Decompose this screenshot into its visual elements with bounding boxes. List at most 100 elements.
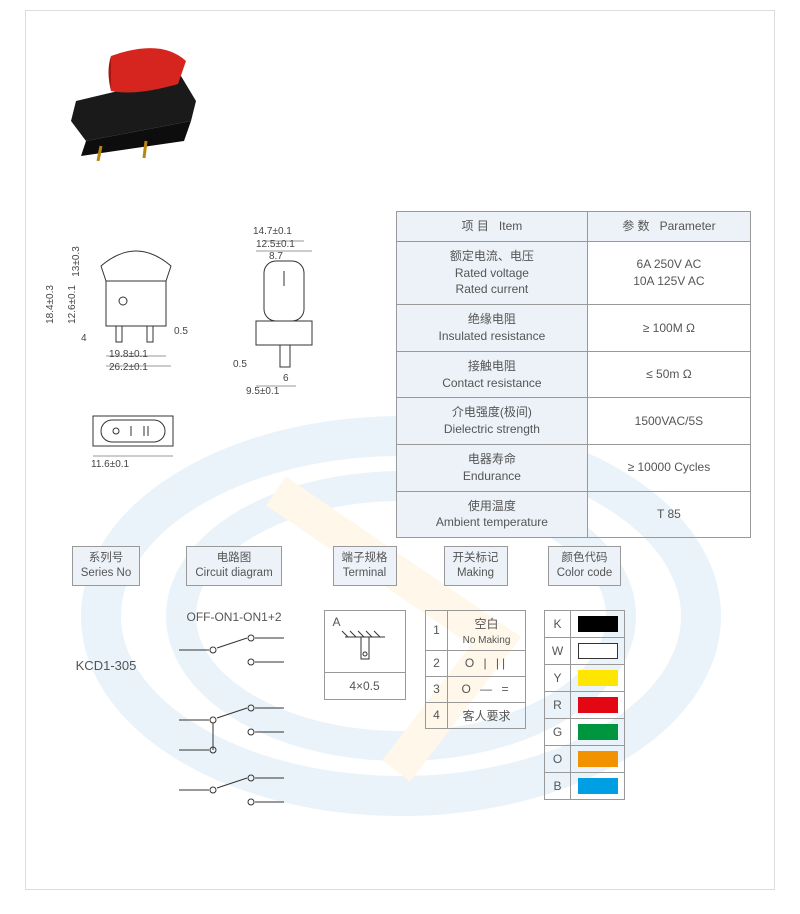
terminal-column: 端子规格 Terminal A 4×0.5 [322,546,407,700]
text: Item [499,219,522,233]
circuit-label: OFF-ON1-ON1+2 [186,610,281,624]
circuit-header: 电路图 Circuit diagram [186,546,281,586]
text: 开关标记 [453,552,499,564]
color-code-cell: R [545,691,571,718]
text: 系列号 [89,552,124,564]
color-code-cell: Y [545,664,571,691]
text: Insulated resistance [439,329,546,343]
text: Dielectric strength [444,422,540,436]
dim-label: 19.8±0.1 [109,349,148,360]
text: 项 目 [462,219,489,233]
spec-table: 项 目 Item 参 数 Parameter 额定电流、电压 Rated vol… [396,211,751,538]
series-value: KCD1-305 [76,658,137,673]
spec-row-value: ≥ 10000 Cycles [587,444,750,491]
cell: 空白 No Making [448,610,526,650]
text: 参 数 [622,219,649,233]
text: 电器寿命 [468,452,516,466]
spec-row-label: 额定电流、电压 Rated voltage Rated current [397,241,588,304]
text: 介电强度(极间) [452,405,532,419]
dim-label: 0.5 [233,359,247,370]
text: 端子规格 [342,552,388,564]
spec-row-label: 使用温度 Ambient temperature [397,491,588,538]
dim-label: 12.6±0.1 [67,285,78,324]
product-image [56,31,216,161]
color-swatch [578,751,618,767]
text: Endurance [463,469,521,483]
terminal-icon [330,629,400,667]
making-table: 1 空白No Making 2 O | || 3 O — = 4 客人要求 [425,610,526,729]
color-code-cell: O [545,745,571,772]
dim-label: 11.6±0.1 [91,459,129,470]
color-table: KWYRGOB [544,610,625,800]
text: No Making [463,635,511,646]
terminal-header: 端子规格 Terminal [333,546,397,586]
text: 6A 250V AC [637,257,702,271]
making-column: 开关标记 Making 1 空白No Making 2 O | || 3 O —… [425,546,526,729]
datasheet-sheet: 13±0.3 12.6±0.1 18.4±0.3 4 0.5 19.8±0.1 … [25,10,775,890]
text: Color code [557,567,613,579]
spec-row-label: 绝缘电阻 Insulated resistance [397,305,588,352]
dim-label: 13±0.3 [71,246,82,277]
dim-label: 9.5±0.1 [246,386,279,397]
dim-label: 4 [81,333,87,344]
text: 颜色代码 [562,552,608,564]
dimension-drawings: 13±0.3 12.6±0.1 18.4±0.3 4 0.5 19.8±0.1 … [71,231,351,501]
color-header: 颜色代码 Color code [548,546,622,586]
cell: 1 [426,610,448,650]
spec-header-item: 项 目 Item [397,212,588,242]
circuit-diagram [169,630,299,820]
text: 额定电流、电压 [450,249,534,263]
text: Rated current [456,282,529,296]
color-swatch [578,724,618,740]
terminal-box: A 4×0.5 [324,610,406,700]
bottom-columns: 系列号 Series No KCD1-305 电路图 Circuit diagr… [66,546,754,820]
text: Series No [81,567,132,579]
cell: 2 [426,650,448,676]
color-swatch-cell [571,637,625,664]
spec-row-value: 6A 250V AC 10A 125V AC [587,241,750,304]
color-code-cell: W [545,637,571,664]
series-header: 系列号 Series No [72,546,141,586]
spec-row-value: 1500VAC/5S [587,398,750,445]
cell: 客人要求 [448,702,526,728]
text: 空白 [474,617,498,631]
cell: 4 [426,702,448,728]
spec-row-label: 接触电阻 Contact resistance [397,351,588,398]
text: Parameter [660,219,716,233]
text: 接触电阻 [468,359,516,373]
color-swatch-cell [571,772,625,799]
terminal-size: 4×0.5 [325,673,405,699]
text: 电路图 [217,552,252,564]
spec-row-value: T 85 [587,491,750,538]
text: Ambient temperature [436,515,548,529]
spec-row-label: 电器寿命 Endurance [397,444,588,491]
color-code-cell: B [545,772,571,799]
cell: O | || [448,650,526,676]
dim-label: 6 [283,373,289,384]
text: Contact resistance [442,376,541,390]
cell: 3 [426,676,448,702]
dim-label: 14.7±0.1 [253,226,292,237]
text: Rated voltage [455,266,529,280]
color-swatch-cell [571,610,625,637]
dim-label: 8.7 [269,251,283,262]
making-header: 开关标记 Making [444,546,508,586]
spec-row-label: 介电强度(极间) Dielectric strength [397,398,588,445]
circuit-column: 电路图 Circuit diagram OFF-ON1-ON1+2 [164,546,304,820]
text: 10A 125V AC [633,274,704,288]
color-swatch-cell [571,745,625,772]
color-swatch-cell [571,664,625,691]
text: Making [457,567,494,579]
spec-header-param: 参 数 Parameter [587,212,750,242]
color-swatch-cell [571,691,625,718]
color-code-cell: K [545,610,571,637]
dim-label: 0.5 [174,326,188,337]
text: Circuit diagram [195,567,272,579]
dim-label: 26.2±0.1 [109,362,148,373]
color-swatch [578,643,618,659]
color-swatch [578,697,618,713]
dim-label: 18.4±0.3 [45,285,56,324]
color-column: 颜色代码 Color code KWYRGOB [544,546,625,800]
color-swatch [578,778,618,794]
text: 使用温度 [468,499,516,513]
